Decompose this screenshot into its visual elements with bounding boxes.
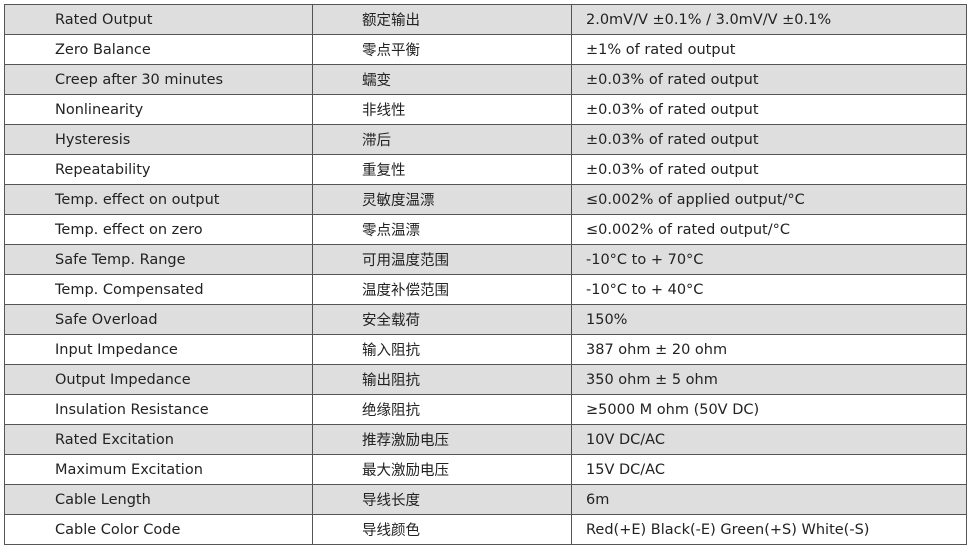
- spec-value: ≥5000 M ohm (50V DC): [571, 394, 967, 425]
- spec-value: Red(+E) Black(-E) Green(+S) White(-S): [571, 514, 967, 545]
- spec-name: Zero Balance: [4, 34, 313, 65]
- spec-name: Insulation Resistance: [4, 394, 313, 425]
- spec-name-chinese: 灵敏度温漂: [312, 184, 572, 215]
- spec-name-chinese: 推荐激励电压: [312, 424, 572, 455]
- table-row: Input Impedance 输入阻抗 387 ohm ± 20 ohm: [4, 334, 967, 365]
- table-row: Insulation Resistance 绝缘阻抗 ≥5000 M ohm (50…: [4, 394, 967, 425]
- spec-name: Repeatability: [4, 154, 313, 185]
- spec-name: Safe Temp. Range: [4, 244, 313, 275]
- spec-value: ≤0.002% of rated output/°C: [571, 214, 967, 245]
- table-row: Rated Output 额定输出 2.0mV/V ±0.1% / 3.0mV/V …: [4, 4, 967, 35]
- table-row: Repeatability 重复性 ±0.03% of rated output: [4, 154, 967, 185]
- spec-table: Rated Output 额定输出 2.0mV/V ±0.1% / 3.0mV/V …: [4, 4, 967, 545]
- spec-name: Temp. Compensated: [4, 274, 313, 305]
- table-row: Temp. Compensated 温度补偿范围 -10°C to + 40°C: [4, 274, 967, 305]
- spec-value: 6m: [571, 484, 967, 515]
- spec-name-chinese: 温度补偿范围: [312, 274, 572, 305]
- spec-name-chinese: 绝缘阻抗: [312, 394, 572, 425]
- table-row: Zero Balance 零点平衡 ±1% of rated output: [4, 34, 967, 65]
- spec-name: Maximum Excitation: [4, 454, 313, 485]
- spec-name-chinese: 最大激励电压: [312, 454, 572, 485]
- spec-name: Hysteresis: [4, 124, 313, 155]
- spec-name-chinese: 非线性: [312, 94, 572, 125]
- spec-value: ±1% of rated output: [571, 34, 967, 65]
- spec-value: ±0.03% of rated output: [571, 94, 967, 125]
- spec-value: 2.0mV/V ±0.1% / 3.0mV/V ±0.1%: [571, 4, 967, 35]
- table-row: Maximum Excitation 最大激励电压 15V DC/AC: [4, 454, 967, 485]
- spec-name: Input Impedance: [4, 334, 313, 365]
- spec-name-chinese: 零点温漂: [312, 214, 572, 245]
- spec-value: ≤0.002% of applied output/°C: [571, 184, 967, 215]
- spec-name-chinese: 重复性: [312, 154, 572, 185]
- spec-name-chinese: 输出阻抗: [312, 364, 572, 395]
- table-row: Hysteresis 滞后 ±0.03% of rated output: [4, 124, 967, 155]
- spec-value: 350 ohm ± 5 ohm: [571, 364, 967, 395]
- table-row: Nonlinearity 非线性 ±0.03% of rated output: [4, 94, 967, 125]
- spec-name: Temp. effect on output: [4, 184, 313, 215]
- spec-name: Creep after 30 minutes: [4, 64, 313, 95]
- table-row: Temp. effect on zero 零点温漂 ≤0.002% of rated…: [4, 214, 967, 245]
- spec-value: 15V DC/AC: [571, 454, 967, 485]
- spec-name: Safe Overload: [4, 304, 313, 335]
- spec-name: Cable Length: [4, 484, 313, 515]
- spec-name-chinese: 蠕变: [312, 64, 572, 95]
- spec-name-chinese: 输入阻抗: [312, 334, 572, 365]
- table-row: Safe Temp. Range 可用温度范围 -10°C to + 70°C: [4, 244, 967, 275]
- table-row: Temp. effect on output 灵敏度温漂 ≤0.002% of ap…: [4, 184, 967, 215]
- spec-name: Output Impedance: [4, 364, 313, 395]
- spec-name: Cable Color Code: [4, 514, 313, 545]
- table-row: Cable Color Code 导线颜色 Red(+E) Black(-E) Gr…: [4, 514, 967, 545]
- spec-name-chinese: 滞后: [312, 124, 572, 155]
- spec-name: Rated Output: [4, 4, 313, 35]
- spec-name-chinese: 导线颜色: [312, 514, 572, 545]
- spec-value: ±0.03% of rated output: [571, 64, 967, 95]
- table-row: Safe Overload 安全载荷 150%: [4, 304, 967, 335]
- table-row: Cable Length 导线长度 6m: [4, 484, 967, 515]
- spec-value: 387 ohm ± 20 ohm: [571, 334, 967, 365]
- spec-value: ±0.03% of rated output: [571, 154, 967, 185]
- spec-value: 150%: [571, 304, 967, 335]
- spec-name-chinese: 额定输出: [312, 4, 572, 35]
- spec-name-chinese: 零点平衡: [312, 34, 572, 65]
- spec-value: -10°C to + 70°C: [571, 244, 967, 275]
- spec-value: ±0.03% of rated output: [571, 124, 967, 155]
- spec-name: Rated Excitation: [4, 424, 313, 455]
- spec-name: Nonlinearity: [4, 94, 313, 125]
- spec-value: 10V DC/AC: [571, 424, 967, 455]
- spec-name-chinese: 安全载荷: [312, 304, 572, 335]
- spec-name: Temp. effect on zero: [4, 214, 313, 245]
- spec-name-chinese: 导线长度: [312, 484, 572, 515]
- table-row: Rated Excitation 推荐激励电压 10V DC/AC: [4, 424, 967, 455]
- spec-name-chinese: 可用温度范围: [312, 244, 572, 275]
- spec-value: -10°C to + 40°C: [571, 274, 967, 305]
- table-row: Output Impedance 输出阻抗 350 ohm ± 5 ohm: [4, 364, 967, 395]
- table-row: Creep after 30 minutes 蠕变 ±0.03% of rated …: [4, 64, 967, 95]
